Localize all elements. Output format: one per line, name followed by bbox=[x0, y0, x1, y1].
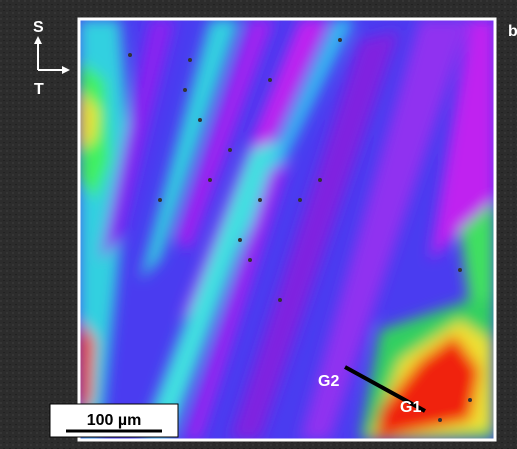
map-border bbox=[77, 17, 497, 442]
g2-label: G2 bbox=[318, 373, 339, 390]
profile-line bbox=[344, 365, 426, 413]
orientation-map bbox=[79, 19, 495, 440]
g1-label: G1 bbox=[400, 399, 421, 416]
axis-s-label: S bbox=[33, 19, 44, 36]
axis-t-label: T bbox=[34, 81, 44, 98]
panel-label: b bbox=[508, 23, 517, 40]
scale-bar-label: 100 µm bbox=[87, 412, 142, 429]
axis-arrows bbox=[34, 36, 70, 74]
